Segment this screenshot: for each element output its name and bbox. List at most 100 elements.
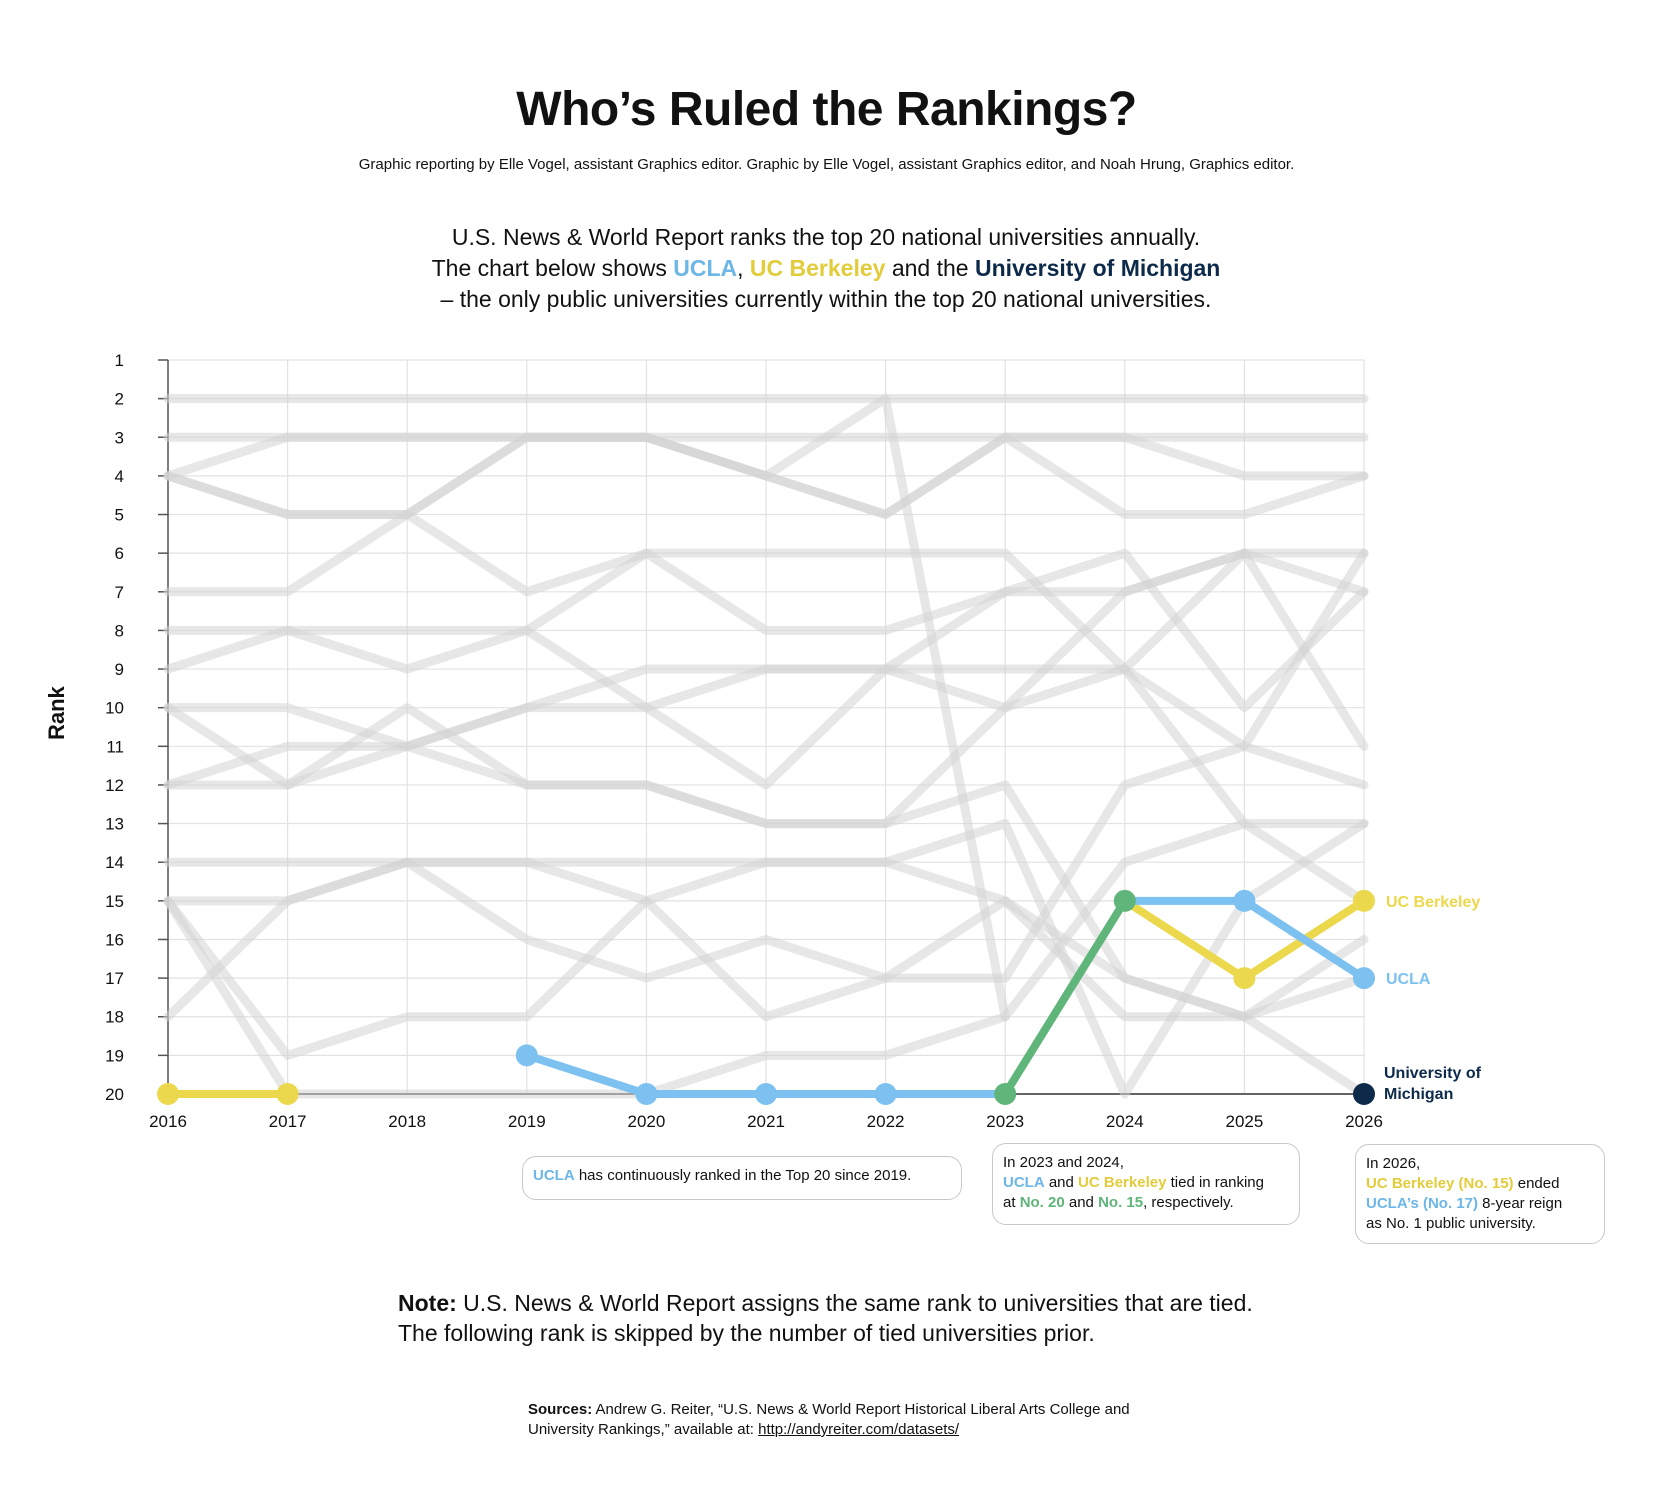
y-tick-label: 6: [115, 544, 124, 563]
x-tick-label: 2025: [1225, 1112, 1263, 1131]
y-tick-label: 20: [105, 1085, 124, 1104]
x-tick-label: 2019: [508, 1112, 546, 1131]
callout-2-line-3: at No. 20 and No. 15, respectively.: [1003, 1193, 1289, 1213]
y-tick-label: 2: [115, 390, 124, 409]
callout-3-reign: 8-year reign: [1477, 1195, 1563, 1212]
x-tick-label: 2026: [1345, 1112, 1383, 1131]
y-tick-label: 10: [105, 699, 124, 718]
intro-line-3: – the only public universities currently…: [440, 286, 1212, 312]
end-label-berkeley: UC Berkeley: [1386, 894, 1480, 911]
ucla-point: [1233, 889, 1256, 912]
callout-ucla-top20: UCLA has continuously ranked in the Top …: [522, 1156, 962, 1200]
callout-3-line-1: In 2026,: [1366, 1155, 1421, 1172]
x-tick-label: 2023: [986, 1112, 1024, 1131]
y-tick-label: 18: [105, 1008, 124, 1027]
callout-3-ucla: UCLA’s (No. 17): [1366, 1195, 1478, 1212]
end-label-ucla: UCLA: [1386, 971, 1431, 988]
callout-3-line-4: as No. 1 public university.: [1366, 1215, 1536, 1232]
y-tick-label: 17: [105, 969, 124, 988]
callout-2-and-1: and: [1044, 1174, 1079, 1191]
callout-2-respectively: , respectively.: [1143, 1194, 1234, 1211]
y-tick-label: 8: [115, 621, 124, 640]
callout-3-line-2: UC Berkeley (No. 15) ended: [1366, 1174, 1594, 1194]
x-tick-label: 2024: [1106, 1112, 1144, 1131]
y-tick-label: 15: [105, 892, 124, 911]
y-tick-label: 3: [115, 428, 124, 447]
y-tick-label: 13: [105, 815, 124, 834]
background-university-line: [163, 432, 1369, 520]
tie-point: [994, 1083, 1017, 1105]
callout-1-text: has continuously ranked in the Top 20 si…: [574, 1167, 912, 1184]
callout-1-ucla: UCLA: [533, 1167, 575, 1184]
berkeley-point: [1353, 889, 1375, 912]
intro-and-the: and the: [885, 255, 975, 281]
callout-2-tied: tied in ranking: [1166, 1174, 1264, 1191]
note-text: Note: U.S. News & World Report assigns t…: [398, 1288, 1298, 1348]
background-university-line: [163, 664, 1369, 790]
y-tick-label: 4: [115, 467, 124, 486]
note-body: U.S. News & World Report assigns the sam…: [398, 1290, 1253, 1346]
x-tick-label: 2022: [867, 1112, 905, 1131]
callout-3-berkeley: UC Berkeley (No. 15): [1366, 1175, 1514, 1192]
berkeley-point: [276, 1083, 299, 1105]
callout-2-no-15: No. 15: [1098, 1194, 1144, 1211]
callout-2-no-20: No. 20: [1019, 1194, 1065, 1211]
y-tick-label: 7: [115, 583, 124, 602]
y-tick-label: 14: [105, 853, 124, 872]
berkeley-point: [157, 1083, 179, 1105]
ucla-point: [874, 1083, 897, 1105]
y-tick-label: 9: [115, 660, 124, 679]
background-university-line: [163, 819, 1369, 1099]
callout-2026: In 2026, UC Berkeley (No. 15) ended UCLA…: [1355, 1144, 1605, 1244]
background-university-line: [163, 896, 1369, 1060]
intro-berkeley: UC Berkeley: [749, 255, 886, 281]
intro-comma: ,: [737, 255, 750, 281]
x-tick-label: 2016: [149, 1112, 187, 1131]
callout-2-and-2: and: [1064, 1194, 1099, 1211]
intro-line-1: U.S. News & World Report ranks the top 2…: [451, 224, 1201, 250]
ucla-point: [635, 1083, 658, 1105]
intro-michigan: University of Michigan: [974, 255, 1221, 281]
callout-2-line-1: In 2023 and 2024,: [1003, 1154, 1124, 1171]
intro-prefix: The chart below shows: [431, 255, 674, 281]
x-tick-label: 2021: [747, 1112, 785, 1131]
background-university-line: [163, 510, 1369, 829]
sources-link[interactable]: http://andyreiter.com/datasets/: [758, 1421, 960, 1438]
y-tick-label: 1: [115, 351, 124, 370]
intro-line-2: The chart below shows UCLA, UC Berkeley …: [326, 253, 1326, 284]
y-tick-label: 11: [106, 737, 124, 756]
ucla-point: [515, 1044, 538, 1067]
tie-line: [1001, 896, 1129, 1098]
callout-2-at: at: [1003, 1194, 1020, 1211]
intro-text: U.S. News & World Report ranks the top 2…: [326, 222, 1326, 315]
x-tick-label: 2018: [388, 1112, 426, 1131]
y-tick-label: 12: [105, 776, 124, 795]
callout-3-ended: ended: [1513, 1175, 1560, 1192]
x-tick-label: 2020: [627, 1112, 665, 1131]
tie-point: [1113, 889, 1136, 912]
callout-tie: In 2023 and 2024, UCLA and UC Berkeley t…: [992, 1143, 1300, 1225]
sources-label: Sources:: [528, 1401, 593, 1418]
y-tick-label: 19: [105, 1046, 124, 1065]
note-label: Note:: [398, 1290, 457, 1316]
x-tick-label: 2017: [269, 1112, 307, 1131]
sources-body: Andrew G. Reiter, “U.S. News & World Rep…: [528, 1401, 1130, 1438]
sources-text: Sources: Andrew G. Reiter, “U.S. News & …: [528, 1400, 1168, 1440]
end-label-michigan-line-1: University of: [1384, 1065, 1482, 1082]
y-tick-label: 16: [105, 930, 124, 949]
background-university-line: [163, 548, 1369, 790]
ucla-point: [755, 1083, 777, 1105]
y-axis-title: Rank: [44, 686, 69, 740]
end-label-michigan-line-2: Michigan: [1384, 1086, 1453, 1103]
page-title: Who’s Ruled the Rankings?: [516, 83, 1137, 136]
byline: Graphic reporting by Elle Vogel, assista…: [358, 156, 1295, 173]
callout-2-berkeley: UC Berkeley: [1078, 1174, 1167, 1191]
background-university-line: [163, 857, 1369, 1099]
intro-ucla: UCLA: [673, 255, 738, 281]
callout-2-line-2: UCLA and UC Berkeley tied in ranking: [1003, 1173, 1289, 1193]
callout-2-ucla: UCLA: [1003, 1174, 1045, 1191]
ucla-point: [1353, 967, 1375, 990]
michigan-point: [1353, 1083, 1375, 1105]
callout-3-line-3: UCLA’s (No. 17) 8-year reign: [1366, 1194, 1594, 1214]
y-tick-label: 5: [115, 506, 124, 525]
